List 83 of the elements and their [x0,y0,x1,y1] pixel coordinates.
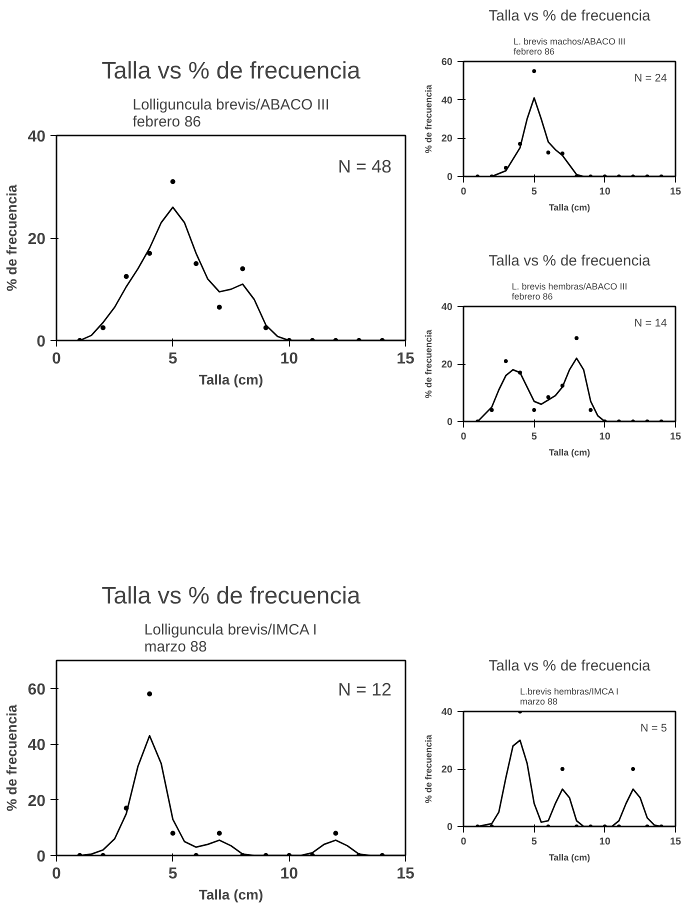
y-tick-label: 60 [441,57,453,68]
chart-title: Talla vs % de frecuencia [488,252,652,270]
x-tick-label: 10 [280,866,298,882]
chart-subtitle: L.brevis hembras/IMCA I marzo 88 [520,686,619,706]
point [240,266,246,272]
y-tick-label: 0 [36,334,46,350]
x-tick-label: 15 [396,866,414,882]
y-axis-title: % de frecuencia [423,734,434,804]
point [216,830,222,836]
point [532,408,536,412]
point [546,395,550,400]
x-tick-label: 15 [670,186,682,198]
y-tick-label: 40 [28,737,46,754]
point [631,767,636,771]
point [170,179,176,184]
point [216,304,222,310]
y-tick-label: 60 [28,681,46,698]
x-tick-label: 5 [168,350,178,368]
point [333,830,338,836]
x-tick-label: 10 [280,350,298,368]
chart-subtitle: Lolliguncula brevis/ABACO III febrero 86 [132,96,330,130]
x-tick-label: 0 [460,186,467,198]
x-tick-label: 0 [460,836,467,848]
y-tick-label: 40 [441,707,453,718]
x-tick-label: 15 [670,836,682,848]
x-tick-label: 0 [52,866,62,882]
chart-title: Talla vs % de frecuencia [488,658,652,674]
x-axis-title: Talla (cm) [548,852,590,862]
x-axis-title: Talla (cm) [548,448,590,458]
point [574,336,579,340]
chart-subtitle: L. brevis hembras/ABACO III febrero 86 [512,282,628,302]
x-tick-label: 10 [599,836,611,848]
x-tick-label: 15 [670,432,682,442]
y-tick-label: 0 [446,172,453,183]
point [532,69,536,74]
chart-subtitle: L. brevis machos/ABACO III febrero 86 [513,36,626,56]
x-axis-title: Talla (cm) [198,886,264,902]
x-axis-title: Talla (cm) [198,372,264,388]
chart-title: Talla vs % de frecuencia [102,58,362,84]
point [490,408,494,412]
y-tick-label: 0 [36,848,46,866]
x-axis-title: Talla (cm) [548,202,590,212]
y-tick-label: 20 [441,134,453,145]
point [147,691,152,696]
x-tick-label: 5 [531,432,538,442]
x-tick-label: 5 [531,186,538,198]
chart-title: Talla vs % de frecuencia [102,582,362,610]
y-tick-label: 0 [446,822,453,833]
annotation: N = 24 [634,72,668,84]
y-tick-label: 40 [441,95,453,106]
x-tick-label: 10 [599,432,611,442]
x-tick-label: 10 [599,186,611,198]
y-axis-title: % de frecuencia [423,84,434,154]
point [194,261,199,266]
chart-title: Talla vs % de frecuencia [488,8,652,24]
y-axis-title: % de frecuencia [423,328,434,398]
point [100,325,106,330]
y-tick-label: 20 [28,231,46,248]
x-tick-label: 0 [460,432,467,442]
y-tick-label: 40 [28,128,46,146]
chart-subtitle: Lolliguncula brevis/IMCA I marzo 88 [144,622,317,656]
point [588,408,593,412]
y-tick-label: 20 [441,764,453,776]
annotation: N = 5 [640,722,668,734]
point [560,767,564,771]
point [504,359,508,364]
y-axis-title: % de frecuencia [4,704,20,812]
y-tick-label: 20 [28,792,46,810]
point [546,150,550,155]
point [147,250,152,256]
x-tick-label: 5 [531,836,538,848]
point [170,830,176,836]
x-tick-label: 0 [52,350,62,368]
y-axis-title: % de frecuencia [4,184,20,292]
x-tick-label: 5 [168,866,178,882]
annotation: N = 48 [338,156,392,176]
point [124,274,129,279]
y-tick-label: 0 [446,417,453,428]
annotation: N = 14 [634,318,668,330]
x-tick-label: 15 [396,350,414,368]
annotation: N = 12 [338,680,392,700]
y-tick-label: 20 [441,360,453,370]
y-tick-label: 40 [441,302,453,313]
